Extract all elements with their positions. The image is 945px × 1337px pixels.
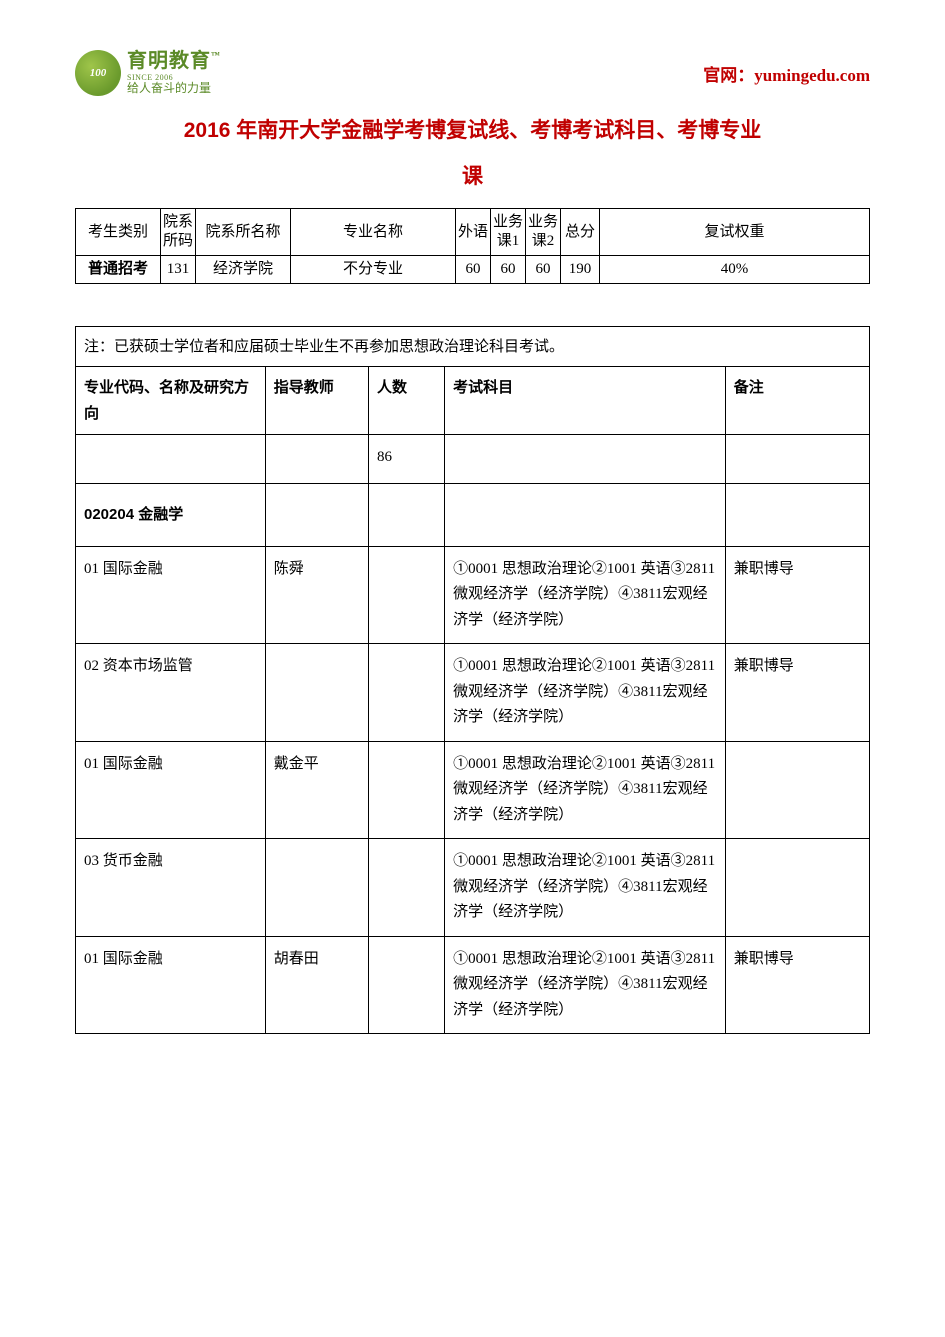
empty-cell [369, 839, 445, 937]
logo-title-text: 育明教育 [127, 50, 211, 72]
table-row: 01 国际金融 胡春田 ①0001 思想政治理论②1001 英语③2811 微观… [76, 936, 870, 1034]
col-major-dir: 专业代码、名称及研究方向 [76, 367, 266, 435]
table-row: 01 国际金融 戴金平 ①0001 思想政治理论②1001 英语③2811 微观… [76, 741, 870, 839]
cell-course1: 60 [491, 255, 526, 283]
dir-cell: 01 国际金融 [76, 936, 266, 1034]
col-subjects: 考试科目 [445, 367, 726, 435]
count-cell: 86 [369, 435, 445, 484]
score-line-table: 考生类别 院系所码 院系所名称 专业名称 外语 业务课1 业务课2 总分 复试权… [75, 208, 870, 283]
empty-cell [369, 741, 445, 839]
subjects-cell: ①0001 思想政治理论②1001 英语③2811 微观经济学（经济学院）④38… [445, 936, 726, 1034]
cell-dept-name: 经济学院 [196, 255, 291, 283]
logo-title: 育明教育™ [127, 50, 221, 73]
page-title: 2016 年南开大学金融学考博复试线、考博考试科目、考博专业 课 [75, 108, 870, 200]
logo-block: 100 育明教育™ SINCE 2006 给人奋斗的力量 [75, 50, 221, 96]
subjects-table: 注：已获硕士学位者和应届硕士毕业生不再参加思想政治理论科目考试。 专业代码、名称… [75, 326, 870, 1035]
teacher-cell [265, 839, 368, 937]
col-course1: 业务课1 [491, 209, 526, 256]
table-row: 03 货币金融 ①0001 思想政治理论②1001 英语③2811 微观经济学（… [76, 839, 870, 937]
remark-cell [725, 839, 869, 937]
dir-cell: 01 国际金融 [76, 546, 266, 644]
empty-cell [369, 546, 445, 644]
col-teacher: 指导教师 [265, 367, 368, 435]
title-line-1: 2016 年南开大学金融学考博复试线、考博考试科目、考博专业 [75, 108, 870, 154]
table-header-row: 专业代码、名称及研究方向 指导教师 人数 考试科目 备注 [76, 367, 870, 435]
col-weight: 复试权重 [600, 209, 870, 256]
cell-category: 普通招考 [76, 255, 161, 283]
empty-cell [725, 484, 869, 547]
logo-icon: 100 [75, 50, 121, 96]
teacher-cell: 戴金平 [265, 741, 368, 839]
teacher-cell [265, 644, 368, 742]
col-dept-code: 院系所码 [161, 209, 196, 256]
page-header: 100 育明教育™ SINCE 2006 给人奋斗的力量 官网：yuminged… [75, 50, 870, 96]
empty-cell [725, 435, 869, 484]
col-remark: 备注 [725, 367, 869, 435]
remark-cell: 兼职博导 [725, 936, 869, 1034]
col-dept-name: 院系所名称 [196, 209, 291, 256]
col-major: 专业名称 [291, 209, 456, 256]
subjects-cell: ①0001 思想政治理论②1001 英语③2811 微观经济学（经济学院）④38… [445, 546, 726, 644]
section-cell: 020204 金融学 [76, 484, 266, 547]
subjects-cell: ①0001 思想政治理论②1001 英语③2811 微观经济学（经济学院）④38… [445, 839, 726, 937]
empty-cell [369, 484, 445, 547]
table-header-row: 考生类别 院系所码 院系所名称 专业名称 外语 业务课1 业务课2 总分 复试权… [76, 209, 870, 256]
dir-cell: 03 货币金融 [76, 839, 266, 937]
cell-weight: 40% [600, 255, 870, 283]
cell-foreign: 60 [456, 255, 491, 283]
col-total: 总分 [561, 209, 600, 256]
empty-cell [265, 484, 368, 547]
section-row: 020204 金融学 [76, 484, 870, 547]
table-row: 普通招考 131 经济学院 不分专业 60 60 60 190 40% [76, 255, 870, 283]
title-line-2: 课 [75, 154, 870, 200]
remark-cell: 兼职博导 [725, 644, 869, 742]
cell-dept-code: 131 [161, 255, 196, 283]
note-cell: 注：已获硕士学位者和应届硕士毕业生不再参加思想政治理论科目考试。 [76, 326, 870, 367]
dir-cell: 02 资本市场监管 [76, 644, 266, 742]
teacher-cell: 陈舜 [265, 546, 368, 644]
remark-cell: 兼职博导 [725, 546, 869, 644]
empty-cell [369, 936, 445, 1034]
site-url: 官网：yumingedu.com [703, 61, 870, 86]
col-course2: 业务课2 [526, 209, 561, 256]
logo-slogan: 给人奋斗的力量 [127, 82, 221, 96]
table-row: 02 资本市场监管 ①0001 思想政治理论②1001 英语③2811 微观经济… [76, 644, 870, 742]
cell-total: 190 [561, 255, 600, 283]
empty-cell [76, 435, 266, 484]
trademark-icon: ™ [211, 50, 221, 60]
empty-cell [265, 435, 368, 484]
teacher-cell: 胡春田 [265, 936, 368, 1034]
logo-text: 育明教育™ SINCE 2006 给人奋斗的力量 [127, 50, 221, 96]
subjects-cell: ①0001 思想政治理论②1001 英语③2811 微观经济学（经济学院）④38… [445, 644, 726, 742]
dir-cell: 01 国际金融 [76, 741, 266, 839]
empty-cell [445, 435, 726, 484]
document-page: 100 育明教育™ SINCE 2006 给人奋斗的力量 官网：yuminged… [0, 0, 945, 1094]
col-foreign: 外语 [456, 209, 491, 256]
count-row: 86 [76, 435, 870, 484]
empty-cell [445, 484, 726, 547]
col-category: 考生类别 [76, 209, 161, 256]
col-count: 人数 [369, 367, 445, 435]
empty-cell [369, 644, 445, 742]
cell-major: 不分专业 [291, 255, 456, 283]
remark-cell [725, 741, 869, 839]
cell-course2: 60 [526, 255, 561, 283]
table-row: 01 国际金融 陈舜 ①0001 思想政治理论②1001 英语③2811 微观经… [76, 546, 870, 644]
subjects-cell: ①0001 思想政治理论②1001 英语③2811 微观经济学（经济学院）④38… [445, 741, 726, 839]
note-row: 注：已获硕士学位者和应届硕士毕业生不再参加思想政治理论科目考试。 [76, 326, 870, 367]
